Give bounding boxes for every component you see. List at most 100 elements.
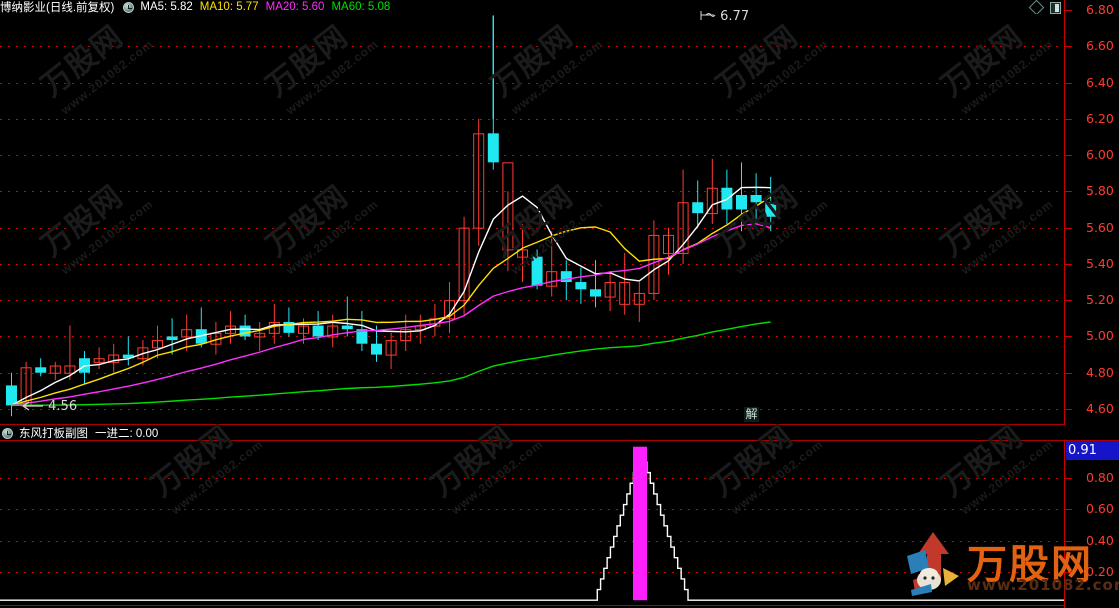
signal-bar — [633, 446, 647, 601]
candle-body-bullish — [502, 162, 514, 251]
arrow-left-icon-2 — [22, 401, 43, 411]
price-axis-tick — [1065, 46, 1072, 47]
price-axis-label: 6.20 — [1086, 111, 1114, 126]
ma-line-ma60 — [11, 321, 771, 407]
candle-body-bearish — [312, 325, 324, 337]
panel-icon[interactable] — [1050, 2, 1061, 14]
wangu-logo: 万股网 www.201082.com — [905, 528, 1119, 602]
low-price-annotation: 4.56 — [22, 399, 77, 414]
candle-body-bullish — [64, 365, 76, 374]
candle-body-bullish — [663, 234, 674, 255]
price-axis-label: 6.80 — [1086, 2, 1114, 17]
candle-body-bearish — [590, 289, 601, 297]
price-axis-tick — [1065, 228, 1072, 229]
indicator-axis[interactable]: 0.91 0.80 0.60 0.40 0.20 — [1064, 441, 1119, 608]
candle-body-bullish — [444, 300, 455, 320]
candle-body-bullish — [677, 202, 689, 255]
candle-body-bullish — [546, 271, 558, 287]
arrow-left-icon — [700, 11, 716, 20]
ma5-legend[interactable]: MA5: 5.82 — [140, 1, 193, 13]
candle-group — [6, 15, 777, 417]
low-price-value: 4.56 — [48, 399, 78, 414]
price-axis-tick — [1065, 336, 1072, 337]
clock-icon[interactable] — [123, 1, 135, 13]
price-axis-tick — [1065, 10, 1072, 11]
price-axis-label: 5.20 — [1086, 292, 1114, 307]
indicator-axis-label: 0.60 — [1086, 501, 1114, 516]
indicator-axis-label: 0.20 — [1086, 564, 1114, 579]
logo-url-text: www.201082.com — [967, 576, 1119, 594]
candle-body-bearish — [371, 343, 382, 355]
candle-body-bearish — [283, 321, 295, 333]
indicator-axis-tick — [1065, 509, 1072, 510]
clock-icon-sub[interactable] — [2, 427, 13, 439]
logo-chinese-text: 万股网 — [967, 542, 1093, 588]
price-axis-tick — [1065, 373, 1072, 374]
candlestick-svg — [0, 15, 1064, 417]
candle-body-bearish — [575, 282, 587, 290]
indicator-value-badge: 0.91 — [1066, 441, 1119, 460]
sub-chart-value: 一进二: 0.00 — [95, 428, 159, 440]
price-axis-label: 4.80 — [1086, 365, 1114, 380]
price-chart-canvas[interactable] — [0, 14, 1064, 424]
candle-body-bullish — [706, 187, 718, 215]
price-axis-tick — [1065, 155, 1072, 156]
candle-body-bullish — [49, 365, 61, 374]
price-axis-label: 6.00 — [1086, 147, 1114, 162]
candle-body-bearish — [122, 354, 134, 359]
candle-body-bearish — [166, 336, 178, 341]
price-axis-label: 4.60 — [1086, 401, 1114, 416]
chart-title: 博纳影业(日线.前复权) — [0, 2, 115, 14]
sub-chart-divider — [0, 440, 1119, 441]
candle-body-bullish — [458, 227, 470, 302]
candle-body-bullish — [254, 332, 266, 338]
ma10-legend[interactable]: MA10: 5.77 — [199, 1, 259, 13]
candle-body-bearish — [692, 202, 704, 214]
indicator-axis-tick — [1065, 478, 1072, 479]
candle-body-bullish — [473, 133, 485, 229]
price-axis-label: 6.60 — [1086, 38, 1114, 53]
candle-body-bullish — [517, 249, 528, 258]
candle-body-bullish — [152, 340, 163, 349]
candle-body-bearish — [356, 329, 368, 344]
ma60-legend[interactable]: MA60: 5.08 — [331, 1, 391, 13]
candle-body-bullish — [108, 354, 120, 363]
indicator-svg — [0, 446, 1064, 601]
ma-line-ma5 — [11, 186, 771, 406]
price-axis-label: 5.00 — [1086, 328, 1114, 343]
candle-body-bullish — [633, 292, 645, 305]
price-axis-label: 5.60 — [1086, 220, 1114, 235]
high-price-value: 6.77 — [720, 9, 750, 24]
candle-body-bullish — [604, 282, 616, 298]
price-axis-label: 5.80 — [1086, 183, 1114, 198]
price-axis-tick — [1065, 119, 1072, 120]
candle-body-bullish — [619, 282, 631, 305]
candle-body-bullish — [137, 347, 149, 360]
indicator-axis-tick — [1065, 572, 1072, 573]
jie-marker: 解 — [744, 407, 759, 422]
candle-body-bearish — [195, 329, 207, 344]
indicator-chart-canvas[interactable] — [0, 441, 1064, 605]
ma20-legend[interactable]: MA20: 5.60 — [265, 1, 325, 13]
price-axis-tick — [1065, 300, 1072, 301]
price-axis-label: 6.40 — [1086, 75, 1114, 90]
ma-line-ma20 — [11, 223, 771, 407]
candle-body-bearish — [239, 325, 251, 337]
candle-body-bearish — [750, 194, 762, 203]
high-price-annotation: 6.77 — [700, 9, 749, 24]
indicator-axis-label: 0.40 — [1086, 533, 1114, 548]
chart-divider — [0, 424, 1119, 425]
candle-body-bullish — [93, 358, 105, 363]
candle-body-bullish — [327, 325, 339, 338]
candle-body-bullish — [400, 329, 412, 342]
sub-chart-header: 东风打板副图 一进二: 0.00 — [0, 425, 1119, 441]
candle-body-bullish — [181, 329, 193, 338]
price-axis-tick — [1065, 409, 1072, 410]
ma-line-ma10 — [11, 196, 772, 407]
bottom-divider — [0, 605, 1119, 606]
indicator-axis-label: 0.80 — [1086, 470, 1114, 485]
price-axis-label: 5.40 — [1086, 256, 1114, 271]
candle-body-bearish — [341, 325, 353, 330]
price-axis[interactable]: 6.80 6.60 6.40 6.20 6.00 5.80 5.60 5.40 5.20 5.00… — [1064, 0, 1119, 425]
